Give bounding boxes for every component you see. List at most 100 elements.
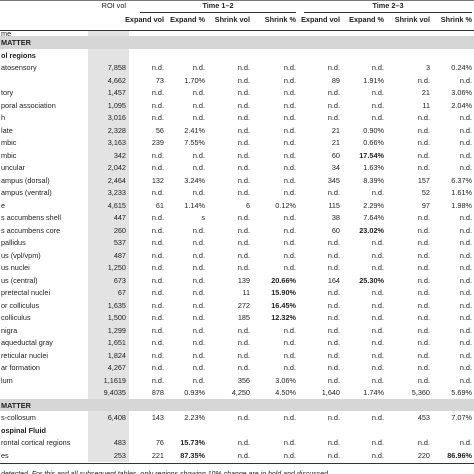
cell: n.d.	[192, 250, 205, 260]
cell: n.d.	[151, 300, 164, 310]
cell: 5,360	[411, 388, 430, 397]
header-rule	[0, 30, 474, 31]
cell: n.d.	[192, 288, 205, 297]
cell: n.d.	[459, 225, 472, 235]
cell: 7,858	[107, 63, 126, 72]
cell: n.d.	[371, 438, 384, 447]
cell: n.d.	[151, 213, 164, 222]
cell: n.d.	[192, 150, 205, 160]
cell: 356	[237, 375, 250, 385]
cell: n.d.	[237, 350, 250, 360]
cell: n.d.	[371, 375, 384, 385]
cell: n.d.	[417, 438, 430, 447]
cell: n.d.	[371, 413, 384, 422]
cell: 23.02%	[359, 225, 384, 235]
cell: n.d.	[327, 375, 340, 385]
cell: 3.06%	[451, 88, 472, 97]
cell: n.d.	[371, 300, 384, 310]
cell: n.d.	[459, 138, 472, 147]
cell: n.d.	[237, 238, 250, 247]
row-label: lum	[1, 375, 13, 385]
cell: 139	[237, 275, 250, 285]
cell: 21	[331, 125, 340, 135]
cell: 86.96%	[447, 450, 472, 460]
cell: n.d.	[237, 325, 250, 335]
cell: 132	[151, 175, 164, 185]
cell: n.d.	[237, 163, 250, 172]
cell: n.d.	[192, 375, 205, 385]
cell: n.d.	[192, 163, 205, 172]
cell: n.d.	[459, 313, 472, 322]
cell: n.d.	[192, 338, 205, 347]
subhead: Expand %	[349, 15, 384, 24]
cell: n.d.	[283, 75, 296, 85]
footnote: detected. For this and all subsequent ta…	[1, 469, 330, 474]
cell: n.d.	[283, 263, 296, 272]
cell: n.d.	[237, 88, 250, 97]
cell: n.d.	[327, 88, 340, 97]
cell: n.d.	[192, 225, 205, 235]
cell: 345	[327, 175, 340, 185]
cell: n.d.	[151, 363, 164, 372]
group-rule	[140, 12, 296, 13]
cell: n.d.	[371, 263, 384, 272]
cell: 1,250	[107, 263, 126, 272]
cell: 673	[113, 275, 126, 285]
cell: n.d.	[151, 375, 164, 385]
cell: n.d.	[417, 300, 430, 310]
cell: 487	[113, 250, 126, 260]
cell: n.d.	[327, 100, 340, 110]
cell: 447	[113, 213, 126, 222]
cell: 2.29%	[363, 200, 384, 210]
cell: n.d.	[327, 288, 340, 297]
cell: n.d.	[459, 338, 472, 347]
cell: n.d.	[237, 213, 250, 222]
cell: n.d.	[151, 350, 164, 360]
cell: 15.90%	[271, 288, 296, 297]
cell: 272	[237, 300, 250, 310]
cell: n.d.	[192, 113, 205, 122]
cell: 20.66%	[271, 275, 296, 285]
cell: n.d.	[371, 338, 384, 347]
cell: 89	[331, 75, 340, 85]
subhead: Shrink %	[440, 15, 472, 24]
cell: n.d.	[459, 300, 472, 310]
cell: n.d.	[417, 238, 430, 247]
cell: n.d.	[151, 288, 164, 297]
cell: n.d.	[459, 275, 472, 285]
section-shade	[0, 398, 474, 411]
cell: n.d.	[283, 150, 296, 160]
subhead: Expand vol	[301, 15, 340, 24]
row-label: ar formation	[1, 363, 40, 372]
cell: 878	[151, 388, 164, 397]
cell: n.d.	[237, 75, 250, 85]
cell: n.d.	[371, 113, 384, 122]
cell: 2.41%	[184, 125, 205, 135]
cell: 2.23%	[184, 413, 205, 422]
cell: n.d.	[459, 325, 472, 335]
cell: 8.39%	[363, 175, 384, 185]
cell: n.d.	[283, 250, 296, 260]
cell: n.d.	[283, 63, 296, 72]
cell: 3,016	[107, 113, 126, 122]
cell: n.d.	[417, 288, 430, 297]
cell: n.d.	[237, 63, 250, 72]
cell: n.d.	[192, 100, 205, 110]
row-label	[1, 75, 87, 87]
cell: 7.07%	[451, 413, 472, 422]
cell: 2,464	[107, 175, 126, 185]
cell: n.d.	[237, 263, 250, 272]
cell: n.d.	[283, 138, 296, 147]
cell: n.d.	[192, 325, 205, 335]
cell: n.d.	[327, 413, 340, 422]
cell: n.d.	[151, 188, 164, 197]
cell: 143	[151, 413, 164, 422]
cell: 220	[417, 450, 430, 460]
cell: 0.12%	[275, 200, 296, 210]
cell: n.d.	[371, 188, 384, 197]
cell: n.d.	[151, 250, 164, 260]
cell: 11	[242, 288, 250, 297]
cell: 97	[421, 200, 430, 210]
cell: 52	[421, 188, 430, 197]
cell: n.d.	[283, 338, 296, 347]
